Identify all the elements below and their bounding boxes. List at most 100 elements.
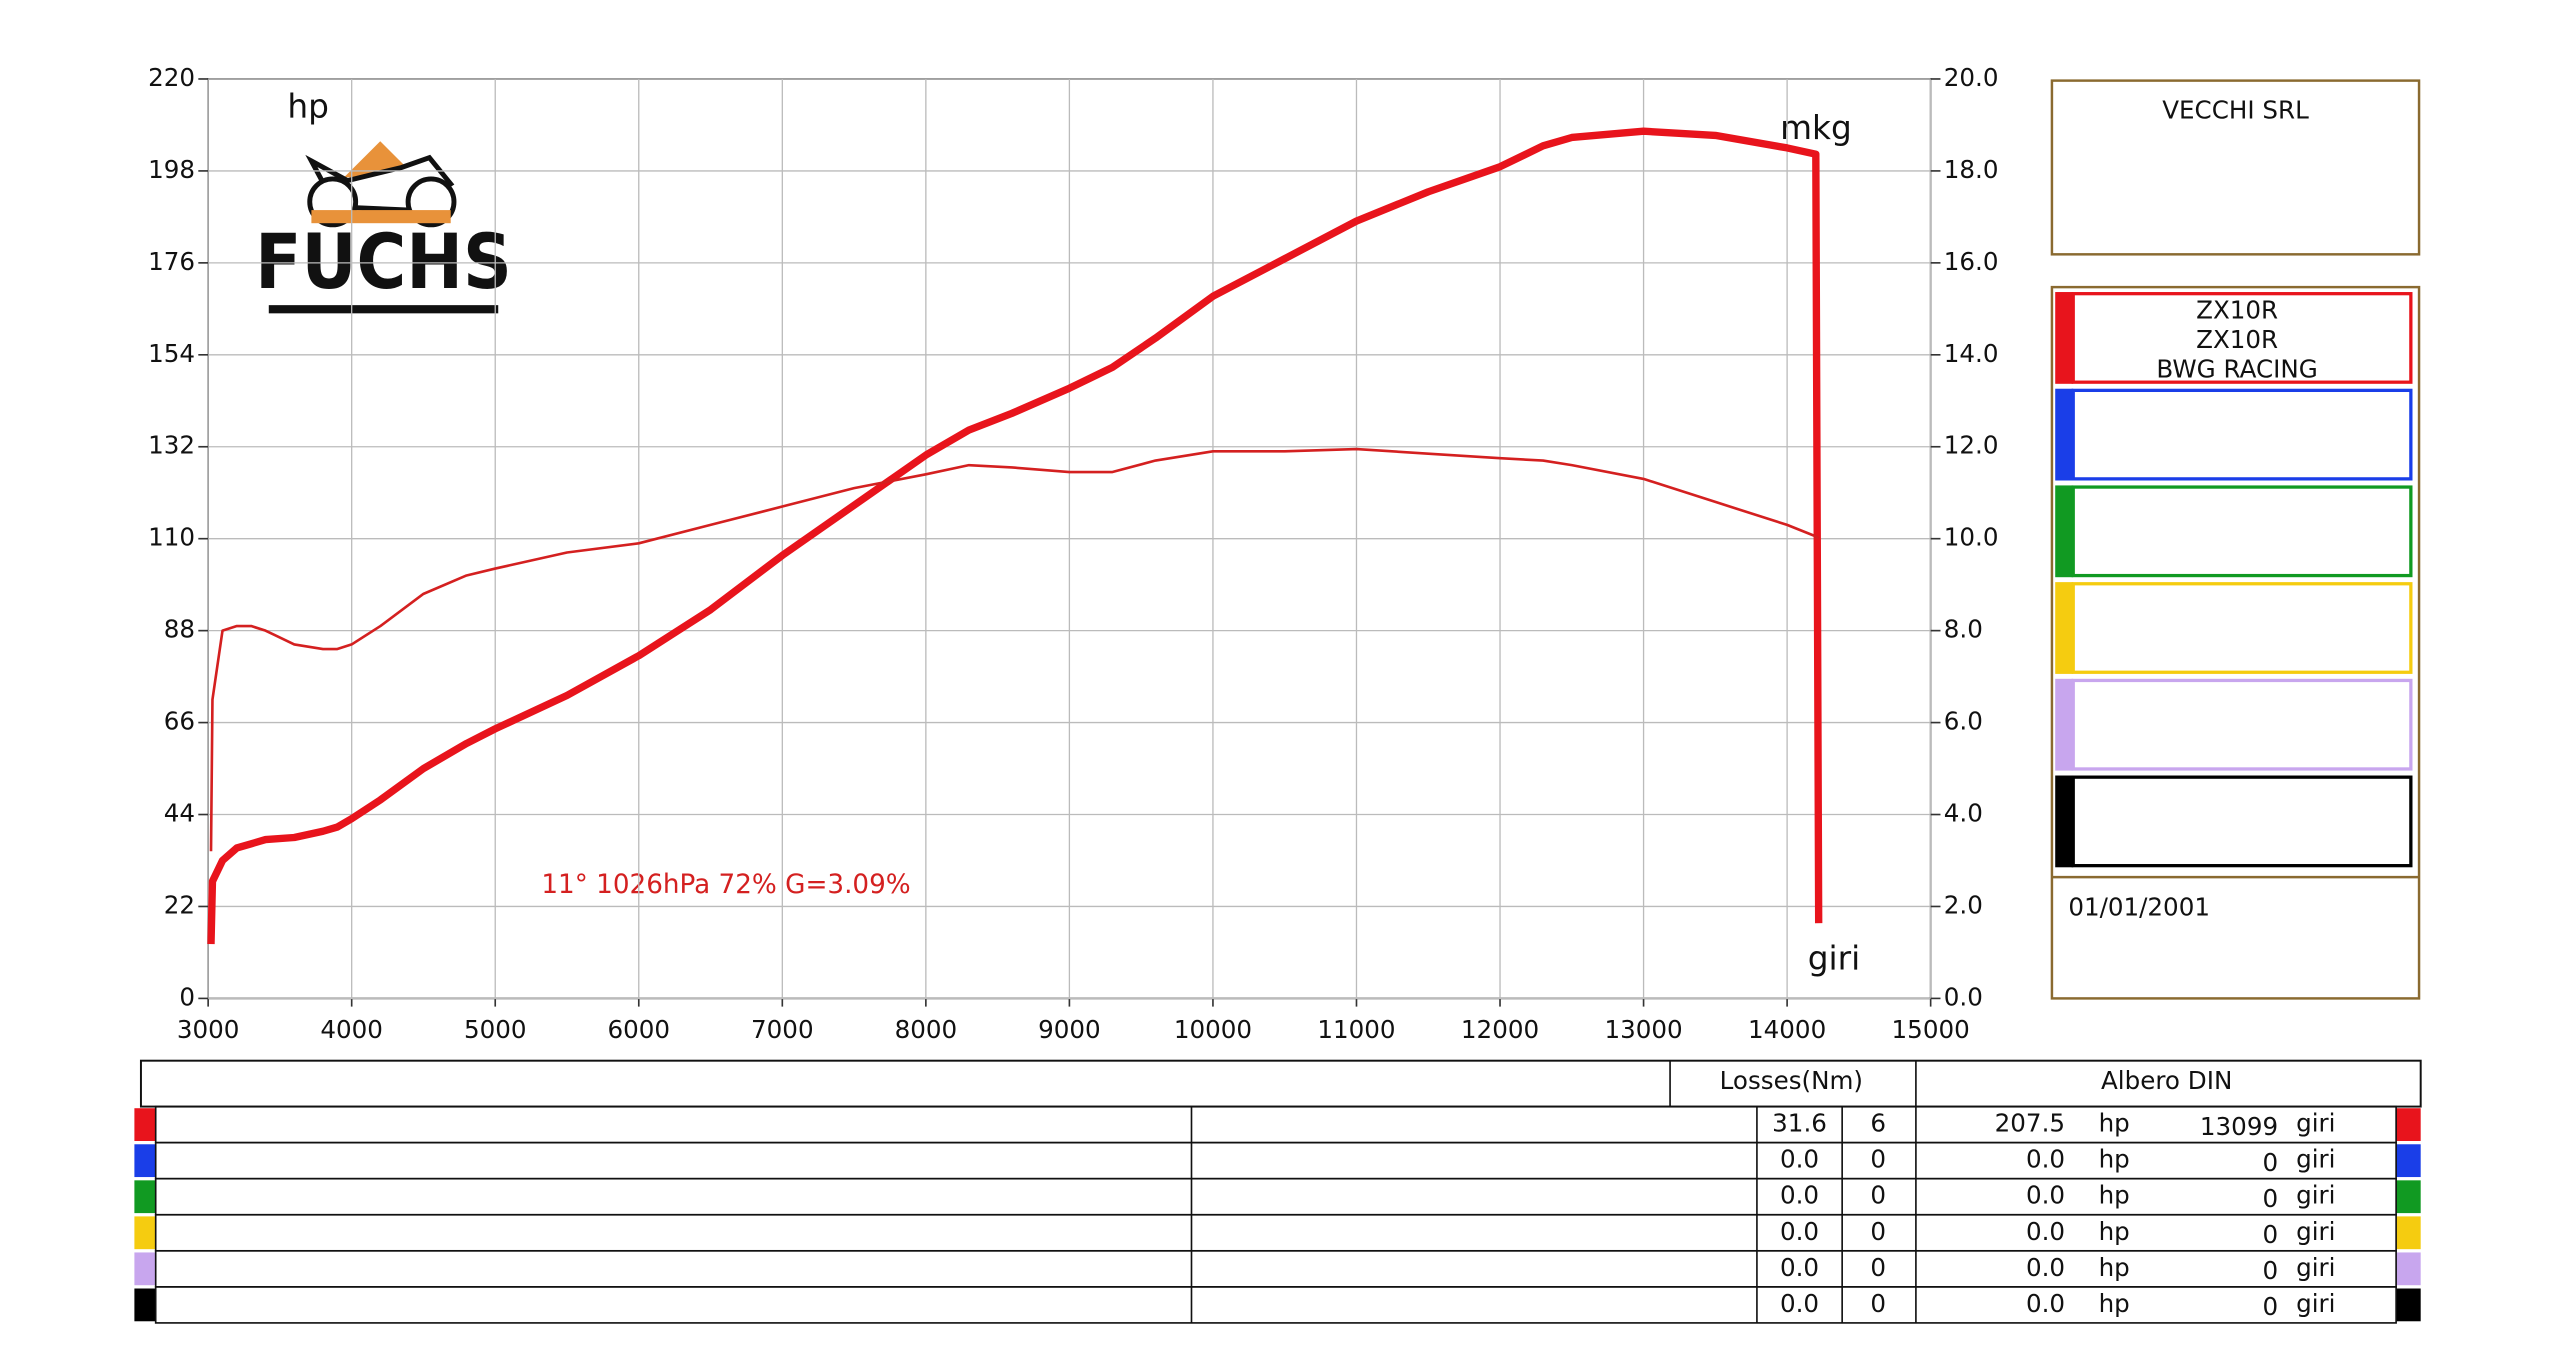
legend-text: ZX10R — [2196, 296, 2278, 325]
power-unit: hp — [2099, 1217, 2130, 1246]
x-tick-label: 7000 — [751, 1015, 814, 1044]
loss-value: 6 — [1870, 1109, 1886, 1138]
y-tick-label: 154 — [148, 339, 195, 368]
power-unit: hp — [2099, 1145, 2130, 1174]
rpm-unit: giri — [2296, 1253, 2335, 1282]
y2-tick-label: 14.0 — [1944, 339, 1999, 368]
y2-tick-label: 18.0 — [1944, 155, 1999, 184]
rpm-unit: giri — [2296, 1289, 2335, 1318]
rpm-unit: giri — [2296, 1217, 2335, 1246]
rpm-value: 0 — [2262, 1220, 2278, 1249]
y-tick-label: 0 — [179, 982, 195, 1011]
y-axis-label: hp — [287, 87, 329, 125]
power-value: 0.0 — [2026, 1181, 2065, 1210]
y-tick-label: 110 — [148, 523, 195, 552]
y-tick-label: 22 — [164, 890, 195, 919]
row-color — [134, 1108, 156, 1141]
legend-text: ZX10R — [2196, 325, 2278, 354]
power-unit: hp — [2099, 1253, 2130, 1282]
series-line — [207, 127, 1823, 945]
x-tick-label: 5000 — [464, 1015, 527, 1044]
series-line — [209, 447, 1820, 852]
conditions-annotation: 11° 1026hPa 72% G=3.09% — [541, 870, 910, 900]
row-color — [134, 1216, 156, 1250]
company-name: VECCHI SRL — [2162, 96, 2309, 125]
loss-value: 0 — [1870, 1145, 1886, 1174]
rpm-value: 0 — [2262, 1292, 2278, 1321]
y2-tick-label: 20.0 — [1944, 63, 1999, 92]
row-color — [134, 1180, 156, 1214]
power-value: 0.0 — [2026, 1253, 2065, 1282]
x-tick-label: 4000 — [320, 1015, 383, 1044]
company-box — [2050, 79, 2421, 256]
loss-value: 0 — [1870, 1217, 1886, 1246]
x-tick-label: 15000 — [1892, 1015, 1970, 1044]
legend-swatch — [2055, 582, 2074, 674]
power-header: Albero DIN — [2101, 1066, 2232, 1095]
legend-swatch — [2055, 775, 2074, 868]
x-tick-label: 14000 — [1748, 1015, 1826, 1044]
y2-tick-label: 12.0 — [1944, 431, 1999, 460]
y2-tick-label: 0.0 — [1944, 982, 1983, 1011]
loss-value: 0.0 — [1780, 1145, 1819, 1174]
x-axis-label: giri — [1808, 940, 1860, 978]
legend-entry — [2071, 775, 2413, 868]
row-color — [2396, 1108, 2421, 1141]
y-tick-label: 132 — [148, 431, 195, 460]
y-tick-label: 66 — [164, 707, 195, 736]
legend-entry — [2071, 485, 2413, 578]
y2-tick-label: 8.0 — [1944, 615, 1983, 644]
loss-value: 0.0 — [1780, 1253, 1819, 1282]
row-color — [134, 1144, 156, 1178]
row-color — [134, 1288, 156, 1322]
logo-text: FUCHS — [255, 218, 512, 306]
row-color — [134, 1252, 156, 1286]
rpm-unit: giri — [2296, 1109, 2335, 1138]
rpm-value: 0 — [2262, 1184, 2278, 1213]
x-tick-label: 10000 — [1174, 1015, 1252, 1044]
y2-tick-label: 2.0 — [1944, 890, 1983, 919]
power-unit: hp — [2099, 1109, 2130, 1138]
legend-swatch — [2055, 678, 2074, 771]
rpm-value: 0 — [2262, 1256, 2278, 1285]
loss-value: 0.0 — [1780, 1217, 1819, 1246]
x-tick-label: 3000 — [177, 1015, 240, 1044]
x-tick-label: 6000 — [607, 1015, 670, 1044]
row-color — [2396, 1216, 2421, 1250]
legend-text: BWG RACING — [2156, 355, 2317, 384]
power-unit: hp — [2099, 1181, 2130, 1210]
x-tick-label: 12000 — [1461, 1015, 1539, 1044]
legend-box — [2050, 285, 2421, 1000]
loss-value: 0 — [1870, 1181, 1886, 1210]
legend-entry — [2071, 388, 2413, 481]
y2-tick-label: 6.0 — [1944, 707, 1983, 736]
rpm-unit: giri — [2296, 1181, 2335, 1210]
y-tick-label: 44 — [164, 799, 195, 828]
logo-underline — [268, 305, 499, 314]
y2-tick-label: 16.0 — [1944, 247, 1999, 276]
y-tick-label: 176 — [148, 247, 195, 276]
y-tick-label: 88 — [164, 615, 195, 644]
loss-value: 0 — [1870, 1253, 1886, 1282]
power-value: 0.0 — [2026, 1217, 2065, 1246]
power-value: 207.5 — [1995, 1109, 2065, 1138]
row-color — [2396, 1144, 2421, 1178]
legend-entry — [2071, 582, 2413, 674]
loss-value: 0.0 — [1780, 1181, 1819, 1210]
loss-value: 0 — [1870, 1289, 1886, 1318]
x-tick-label: 11000 — [1317, 1015, 1395, 1044]
power-unit: hp — [2099, 1289, 2130, 1318]
row-color — [2396, 1180, 2421, 1214]
x-tick-label: 9000 — [1038, 1015, 1101, 1044]
test-date: 01/01/2001 — [2068, 892, 2210, 921]
legend-entry — [2071, 678, 2413, 771]
losses-header: Losses(Nm) — [1720, 1066, 1863, 1095]
y2-tick-label: 4.0 — [1944, 799, 1983, 828]
y2-tick-label: 10.0 — [1944, 523, 1999, 552]
x-tick-label: 13000 — [1604, 1015, 1682, 1044]
legend-entry — [2071, 292, 2413, 384]
rpm-value: 13099 — [2200, 1112, 2278, 1141]
legend-swatch — [2055, 388, 2074, 481]
